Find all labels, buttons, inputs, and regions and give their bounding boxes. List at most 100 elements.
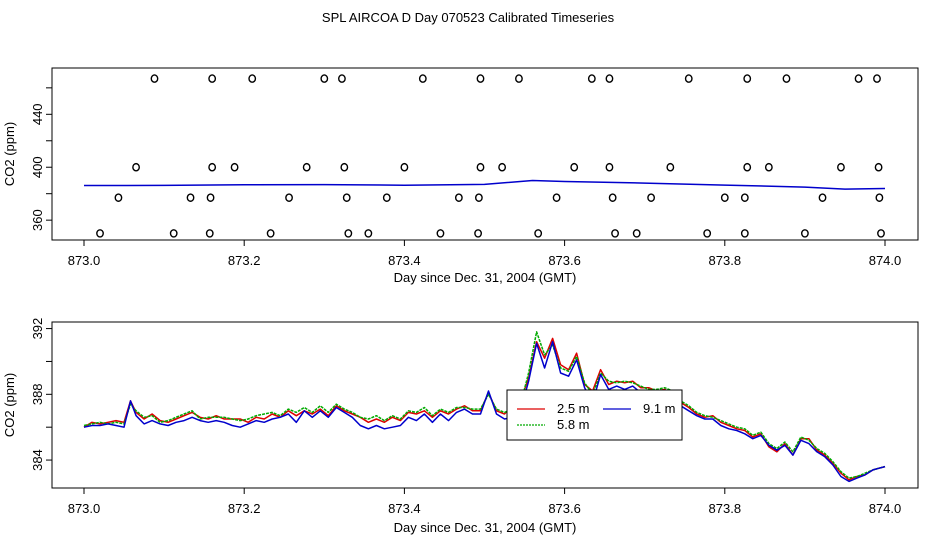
panel-1-standard-point: [206, 193, 215, 202]
panel-1-standard-point: [150, 74, 159, 83]
panel-1-standard-point: [344, 229, 353, 238]
panel-1-marks: [83, 74, 886, 238]
panel-1-standard-point: [454, 193, 463, 202]
panel-1-standard-point: [285, 193, 293, 202]
panel-1-standard-point: [684, 74, 693, 83]
legend-box: [506, 389, 683, 441]
panel-1-standard-point: [400, 162, 409, 172]
panel-2-series-5-8-m: [83, 331, 886, 479]
panel-1-standard-point: [818, 193, 827, 202]
panel-1-standard-point: [877, 229, 885, 238]
panel-1-x-axis: 873.0 873.2 873.4 873.6 873.8 874.0: [68, 240, 902, 268]
panel-2-xtick-label: 873.8: [709, 501, 742, 516]
panel-1-xtick-label: 873.4: [388, 253, 421, 268]
panel-2-y-axis: 384 388 392: [30, 318, 52, 471]
panel-1-xlabel: Day since Dec. 31, 2004 (GMT): [394, 270, 577, 285]
panel-1-ylabel: CO2 (ppm): [2, 122, 17, 186]
panel-1-standard-point: [837, 162, 845, 172]
panel-1-y-axis: 360 400 440: [30, 87, 52, 231]
panel-1-standard-point: [875, 193, 884, 202]
figure-title: SPL AIRCOA D Day 070523 Calibrated Times…: [322, 10, 615, 25]
panel-2-x-axis: 873.0 873.2 873.4 873.6 873.8 874.0: [68, 488, 902, 516]
panel-1-standard-point: [743, 162, 752, 172]
panel-1-standard-point: [515, 74, 523, 83]
panel-1-standard-point: [382, 193, 391, 202]
panel-1-standard-point: [436, 229, 445, 238]
panel-1-standard-point: [611, 229, 619, 238]
panel-1-xtick-label: 873.6: [548, 253, 581, 268]
panel-1-standard-point: [782, 74, 791, 83]
panel-2-marks: [83, 331, 886, 483]
panel-1-standard-point: [801, 229, 809, 238]
panel-1-standard-point: [764, 162, 773, 172]
panel-1-standard-point: [743, 74, 752, 83]
panel-1-standard-point: [248, 74, 257, 83]
panel-1-standard-point: [552, 193, 561, 202]
panel-2-xtick-label: 873.0: [68, 501, 101, 516]
panel-1-standard-point: [340, 162, 349, 172]
legend-label-2-5m: 2.5 m: [557, 401, 590, 416]
panel-2-xtick-label: 873.4: [388, 501, 421, 516]
panel-1-standard-point: [302, 162, 311, 172]
panel-1-series-sample: [83, 179, 886, 190]
panel-2-ytick-label: 392: [30, 318, 45, 340]
panel-1-xtick-label: 873.8: [709, 253, 742, 268]
panel-2-ylabel: CO2 (ppm): [2, 373, 17, 437]
panel-1-standard-point: [114, 193, 123, 202]
panel-1-standard-point: [476, 74, 485, 83]
panel-1-standard-point: [874, 162, 883, 172]
panel-1-standard-point: [342, 193, 351, 202]
panel-1-standard-point: [605, 74, 614, 83]
panel-1-standard-point: [132, 162, 140, 172]
panel-1-standard-point: [605, 162, 614, 172]
panel-2-xtick-label: 874.0: [869, 501, 902, 516]
panel-1-standard-point: [608, 193, 617, 202]
panel-1-ytick-label: 440: [30, 103, 45, 125]
panel-2-xtick-label: 873.6: [548, 501, 581, 516]
panel-1-standard-point: [854, 74, 863, 83]
panel-1-xtick-label: 874.0: [869, 253, 902, 268]
panel-1-standard-point: [570, 162, 579, 172]
panel-1-xtick-label: 873.2: [228, 253, 261, 268]
panel-1-standard-point: [364, 229, 373, 238]
panel-1-standard-point: [474, 193, 483, 202]
panel-1-standard-point: [587, 74, 596, 83]
panel-1-standard-point: [740, 229, 749, 238]
panel-2-frame: [51, 321, 919, 489]
panel-2-series-2-5-m: [83, 337, 886, 481]
panel-2-xtick-label: 873.2: [228, 501, 261, 516]
legend: 2.5 m 5.8 m 9.1 m: [506, 389, 683, 441]
panel-1-standard-point: [208, 74, 217, 83]
panel-2: 873.0 873.2 873.4 873.6 873.8 874.0 384 388 392…: [2, 318, 919, 535]
panel-2-ytick-label: 388: [30, 383, 45, 405]
panel-2-series-9-1-m: [83, 340, 886, 483]
legend-label-5-8m: 5.8 m: [557, 417, 590, 432]
panel-1-standard-point: [647, 193, 656, 202]
panel-1-standard-point: [169, 229, 178, 238]
panel-1-standard-point: [740, 193, 749, 202]
panel-1-standard-point: [474, 229, 482, 238]
panel-1-ytick-label: 360: [30, 209, 45, 231]
panel-1-standard-point: [96, 229, 104, 238]
panel-1-standard-point: [230, 162, 239, 172]
panel-1-standard-point: [632, 229, 641, 238]
panel-2-ytick-label: 384: [30, 449, 45, 471]
panel-1-standard-point: [266, 229, 275, 238]
panel-1-standard-point: [720, 193, 729, 202]
panel-1-standard-point: [186, 193, 195, 202]
panel-1-standard-point: [498, 162, 507, 172]
panel-1-frame: [51, 67, 919, 241]
legend-label-9-1m: 9.1 m: [643, 401, 676, 416]
panel-1-standard-point: [208, 162, 217, 172]
panel-1-standard-point: [338, 74, 346, 83]
panel-1-standard-point: [873, 74, 881, 83]
panel-1-standard-point: [476, 162, 485, 172]
panel-2-xlabel: Day since Dec. 31, 2004 (GMT): [394, 520, 577, 535]
panel-1-standard-point: [703, 229, 712, 238]
panel-1-standard-point: [534, 229, 543, 238]
panel-1-xtick-label: 873.0: [68, 253, 101, 268]
panel-1: 873.0 873.2 873.4 873.6 873.8 874.0 360 400 440…: [2, 67, 919, 285]
panel-1-standard-point: [320, 74, 329, 83]
panel-1-standard-point: [666, 162, 675, 172]
